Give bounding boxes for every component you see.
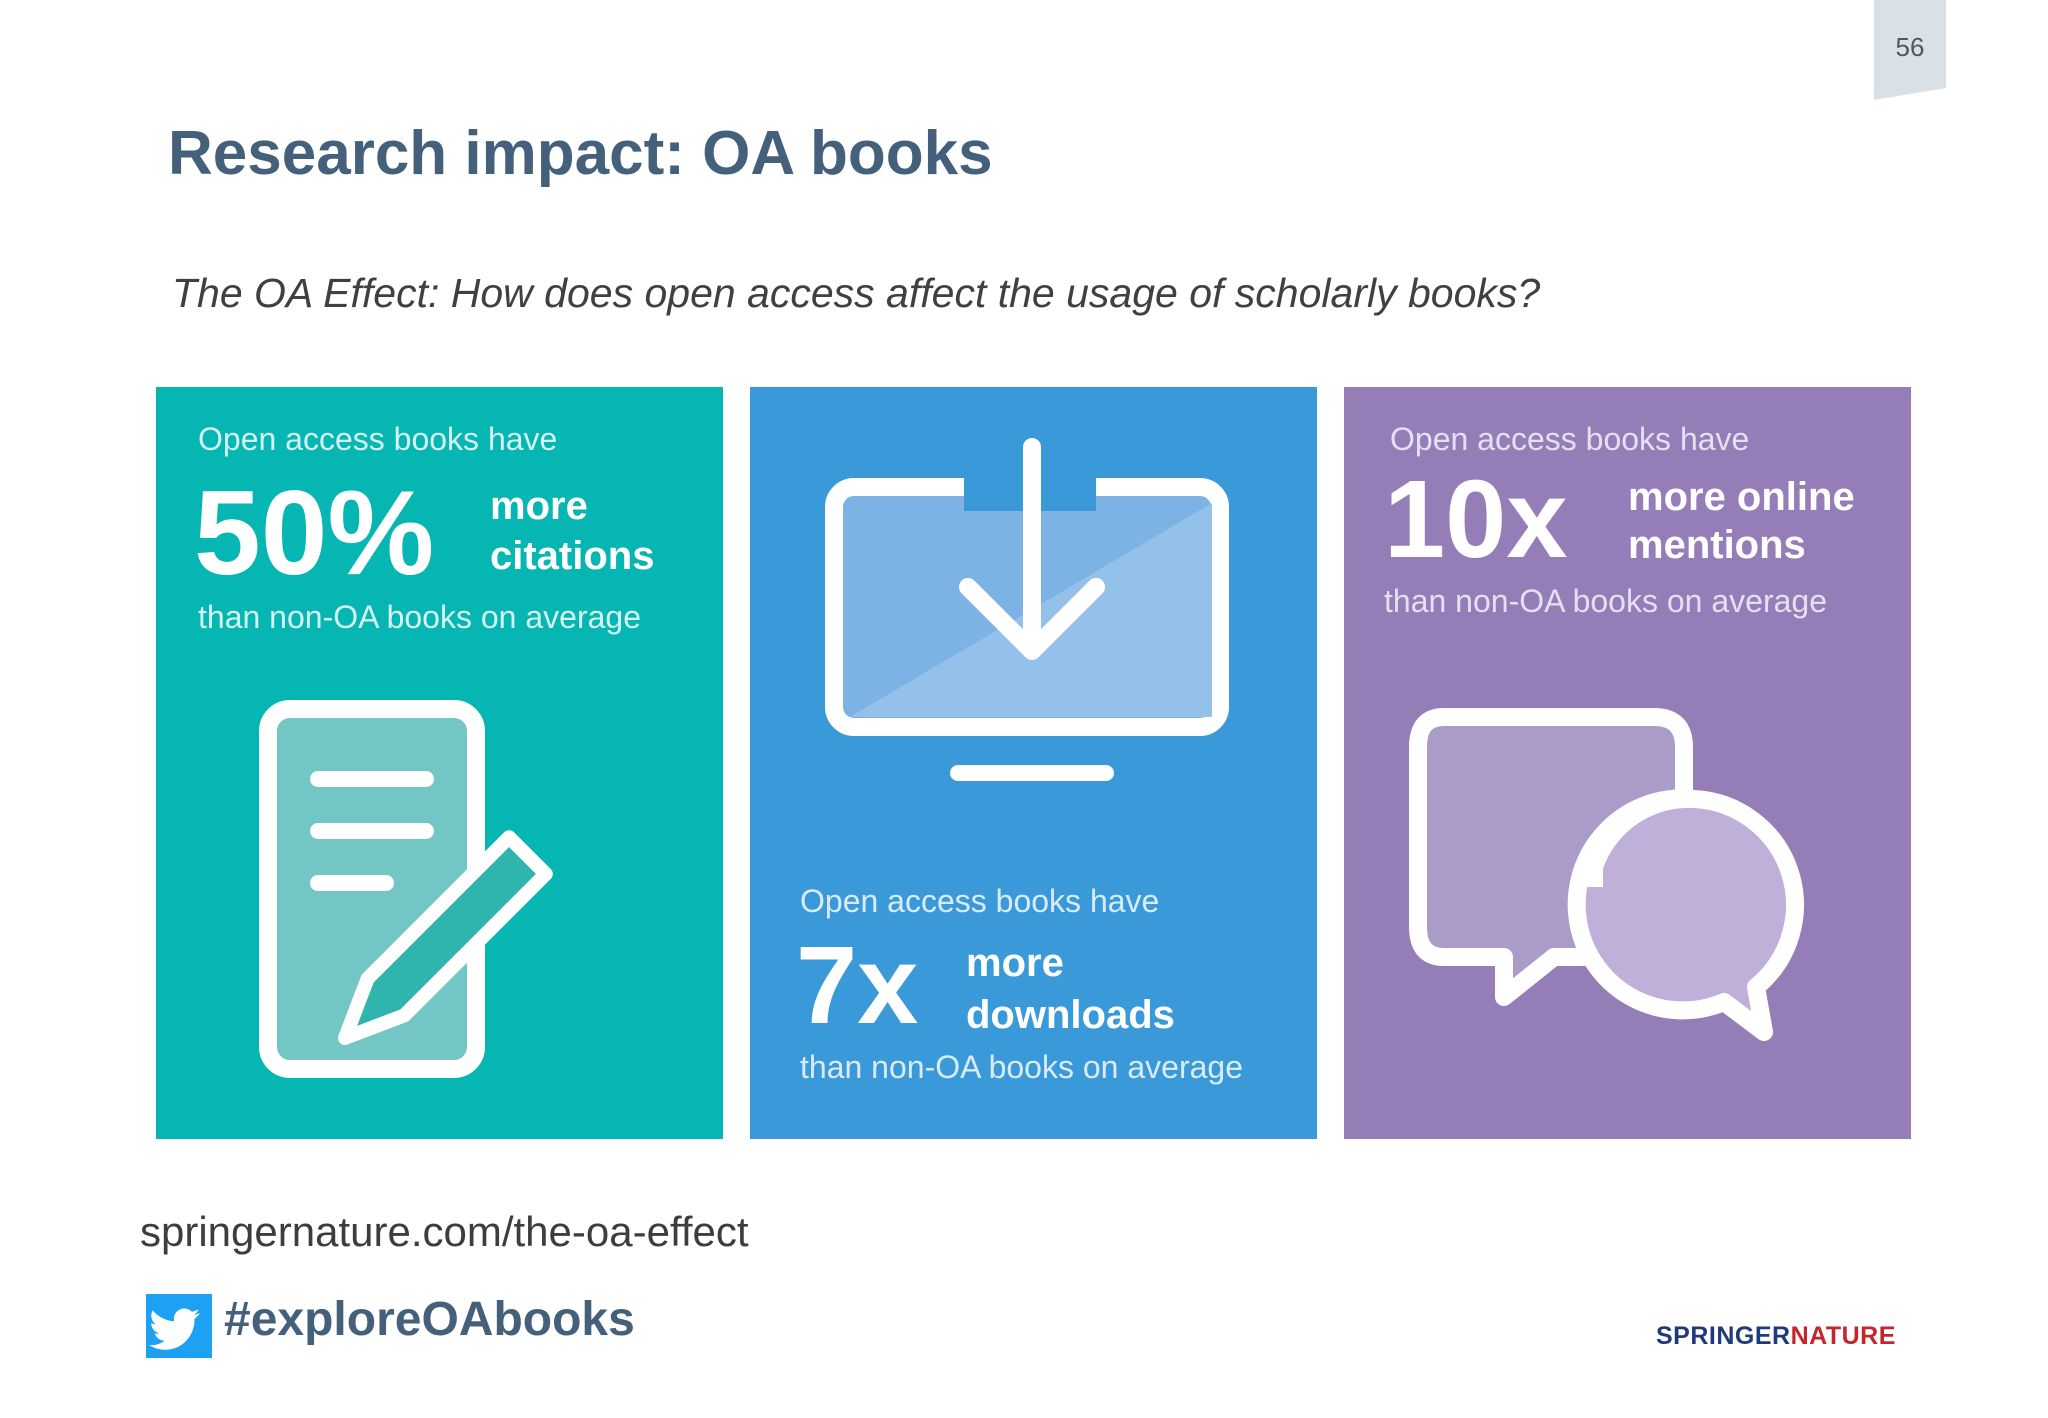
downloads-unit: more downloads [966,937,1175,1041]
page-number: 56 [1895,32,1925,62]
panel-tail-text: than non-OA books on average [198,599,641,635]
monitor-download-icon [825,438,1229,781]
hashtag: #exploreOAbooks [224,1293,635,1346]
unit-line: more [966,941,1064,985]
panel-tail-text: than non-OA books on average [800,1049,1243,1085]
panel-lead-text: Open access books have [800,883,1160,919]
speech-bubbles-icon [1409,708,1804,1041]
logo-part: SPRINGER [1656,1322,1791,1350]
source-url[interactable]: springernature.com/the-oa-effect [140,1208,749,1255]
mentions-unit: more online mentions [1628,473,1855,569]
downloads-panel: Open access books have 7x more downloads… [750,387,1317,1139]
unit-line: citations [490,534,655,578]
downloads-stat: 7x [796,924,919,1047]
citations-stat: 50% [194,466,435,600]
panel-tail-text: than non-OA books on average [1384,583,1827,619]
logo-part: NATURE [1790,1322,1896,1350]
page-title: Research impact: OA books [168,119,993,188]
twitter-icon [146,1294,212,1358]
mentions-panel: Open access books have 10x more online m… [1344,387,1911,1139]
springer-nature-logo: SPRINGERNATURE [1656,1322,1896,1351]
mentions-stat: 10x [1384,458,1568,581]
page-number-tab [1874,0,1946,100]
unit-line: downloads [966,993,1175,1037]
citations-unit: more citations [490,481,654,581]
document-pencil-icon [259,700,553,1078]
panel-lead-text: Open access books have [1390,421,1750,457]
panel-lead-text: Open access books have [198,421,558,457]
citations-panel: Open access books have 50% more citation… [156,387,723,1139]
unit-line: more online [1628,475,1855,519]
unit-line: mentions [1628,523,1806,567]
unit-line: more [490,484,588,528]
page-subtitle: The OA Effect: How does open access affe… [172,270,1541,316]
